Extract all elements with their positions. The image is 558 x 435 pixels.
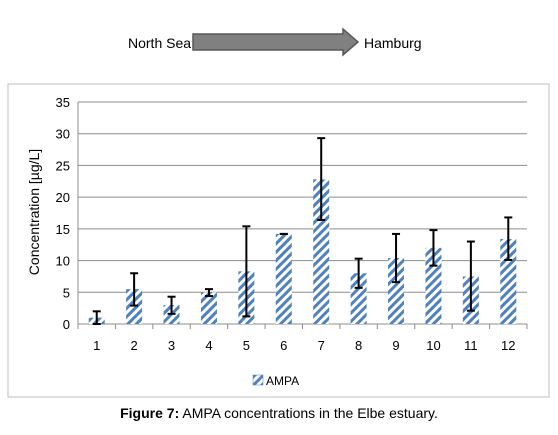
caption-text: AMPA concentrations in the Elbe estuary. <box>182 405 438 421</box>
chart-frame <box>7 83 550 398</box>
legend-label: AMPA <box>266 374 299 388</box>
y-tick-label: 25 <box>56 158 70 173</box>
y-tick-label: 10 <box>56 254 70 269</box>
legend-swatch <box>252 374 264 386</box>
y-tick-label: 5 <box>63 285 70 300</box>
x-tick-label: 7 <box>318 338 325 353</box>
caption-label: Figure 7: <box>120 405 180 421</box>
figure-caption: Figure 7: AMPA concentrations in the Elb… <box>0 405 558 421</box>
direction-header: North Sea Hamburg <box>128 27 422 57</box>
bar <box>350 273 367 324</box>
y-tick-label: 20 <box>56 190 70 205</box>
y-tick-label: 30 <box>56 127 70 142</box>
x-tick-label: 9 <box>392 338 399 353</box>
x-tick-label: 3 <box>168 338 175 353</box>
x-tick-label: 8 <box>355 338 362 353</box>
y-tick-label: 35 <box>56 95 70 110</box>
from-label: North Sea <box>128 35 191 51</box>
y-axis-title: Concentration [µg/L] <box>26 149 42 275</box>
bar <box>313 179 330 324</box>
x-tick-label: 4 <box>205 338 212 353</box>
y-tick-label: 15 <box>56 222 70 237</box>
x-tick-label: 12 <box>501 338 515 353</box>
bar <box>275 233 292 324</box>
x-tick-label: 11 <box>464 338 478 353</box>
x-tick-label: 2 <box>131 338 138 353</box>
x-tick-label: 10 <box>426 338 440 353</box>
bar <box>200 292 217 324</box>
legend: AMPA <box>252 374 299 388</box>
bar <box>425 247 442 324</box>
x-tick-label: 1 <box>93 338 100 353</box>
to-label: Hamburg <box>364 35 422 51</box>
bar <box>388 258 405 324</box>
y-tick-label: 0 <box>63 317 70 332</box>
x-tick-label: 6 <box>280 338 287 353</box>
direction-arrow-icon <box>192 27 360 57</box>
x-tick-label: 5 <box>243 338 250 353</box>
